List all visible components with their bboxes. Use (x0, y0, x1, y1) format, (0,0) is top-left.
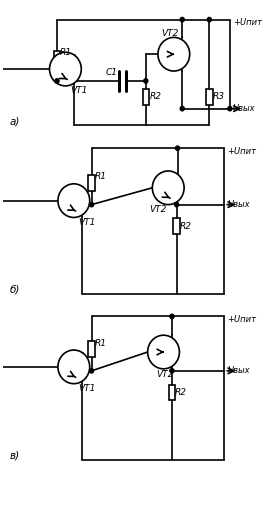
Text: в): в) (9, 451, 20, 461)
Text: VT2: VT2 (150, 205, 167, 214)
Circle shape (207, 17, 211, 22)
Text: Uвых: Uвых (227, 366, 250, 375)
Circle shape (170, 369, 174, 373)
Bar (206, 89, 213, 105)
Text: VT2: VT2 (156, 370, 173, 379)
Bar (143, 89, 149, 105)
Circle shape (58, 350, 90, 384)
Text: R3: R3 (213, 92, 225, 101)
Text: +Uпит: +Uпит (227, 315, 256, 324)
Text: R1: R1 (94, 172, 106, 182)
Circle shape (180, 106, 184, 111)
Circle shape (55, 79, 59, 83)
Text: VT2: VT2 (162, 29, 179, 38)
Circle shape (158, 38, 190, 71)
Text: б): б) (9, 284, 20, 295)
Circle shape (50, 52, 81, 86)
Bar (88, 175, 95, 191)
Text: R2: R2 (150, 92, 162, 101)
Text: а): а) (9, 116, 20, 126)
Text: R2: R2 (175, 388, 187, 397)
Circle shape (174, 203, 179, 207)
Circle shape (148, 335, 180, 369)
Circle shape (152, 171, 184, 205)
Text: R1: R1 (60, 48, 72, 57)
Circle shape (90, 203, 94, 207)
Bar (169, 385, 175, 400)
Text: R1: R1 (94, 339, 106, 348)
Bar (173, 219, 180, 234)
Circle shape (180, 17, 184, 22)
Circle shape (228, 106, 232, 111)
Circle shape (58, 184, 90, 218)
Text: Uвых: Uвых (233, 104, 255, 113)
Circle shape (90, 369, 94, 373)
Circle shape (144, 79, 148, 83)
Bar (88, 341, 95, 357)
Text: C1: C1 (106, 67, 118, 77)
Text: VT1: VT1 (79, 384, 96, 393)
Bar (54, 51, 60, 67)
Text: Uвых: Uвых (227, 200, 250, 209)
Circle shape (170, 314, 174, 318)
Text: +Uпит: +Uпит (227, 147, 256, 156)
Circle shape (176, 146, 180, 150)
Text: VT1: VT1 (79, 218, 96, 227)
Text: VT1: VT1 (70, 86, 87, 96)
Text: +Uпит: +Uпит (233, 18, 262, 27)
Text: R2: R2 (180, 222, 191, 231)
